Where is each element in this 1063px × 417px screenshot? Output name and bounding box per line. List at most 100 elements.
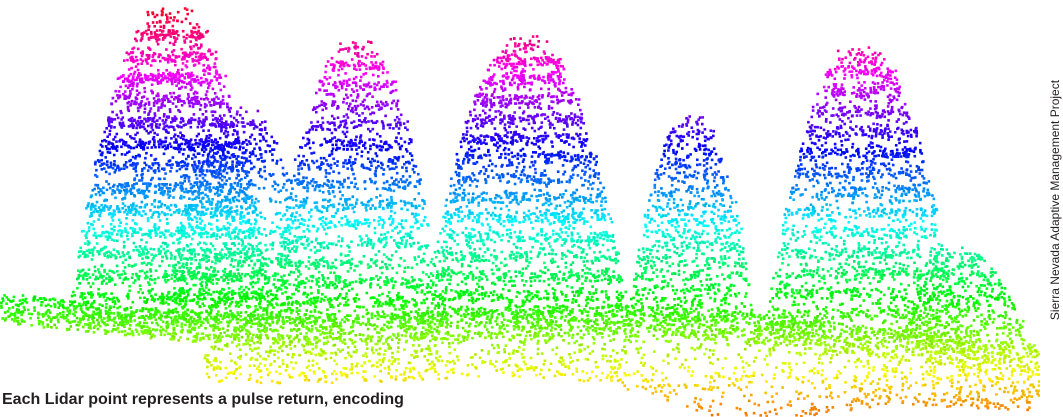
lidar-point: [329, 317, 332, 320]
lidar-point: [578, 343, 581, 347]
lidar-point: [854, 385, 857, 389]
lidar-point: [1022, 355, 1025, 358]
lidar-point: [803, 333, 806, 337]
lidar-point: [972, 345, 975, 349]
lidar-point: [642, 319, 645, 323]
lidar-point: [86, 318, 90, 322]
lidar-point: [904, 359, 908, 362]
lidar-point: [135, 30, 138, 34]
lidar-point: [216, 365, 219, 368]
lidar-point: [145, 60, 148, 63]
lidar-point: [695, 409, 699, 412]
lidar-point: [782, 329, 786, 333]
lidar-point: [795, 390, 798, 393]
lidar-point: [394, 358, 397, 361]
lidar-point: [213, 323, 217, 327]
lidar-point: [639, 317, 643, 320]
lidar-point: [271, 349, 274, 352]
lidar-point: [171, 24, 175, 28]
lidar-point: [348, 368, 352, 371]
lidar-point: [152, 143, 156, 147]
lidar-point: [187, 120, 190, 123]
lidar-point: [917, 344, 920, 347]
lidar-point: [205, 117, 208, 121]
lidar-point: [244, 353, 248, 356]
lidar-point: [471, 356, 474, 359]
lidar-point: [376, 342, 379, 346]
lidar-point: [343, 342, 347, 345]
lidar-point: [863, 342, 867, 346]
lidar-point: [580, 318, 584, 321]
lidar-point: [123, 59, 126, 62]
lidar-point: [395, 315, 398, 318]
lidar-point: [933, 365, 936, 369]
lidar-point: [66, 306, 70, 310]
lidar-point: [194, 208, 197, 211]
lidar-point: [546, 304, 550, 308]
lidar-point: [339, 324, 343, 328]
lidar-point: [537, 319, 540, 322]
lidar-point: [744, 347, 747, 351]
lidar-point: [753, 321, 756, 325]
lidar-point: [383, 315, 387, 319]
lidar-point: [999, 377, 1002, 380]
lidar-point: [768, 338, 772, 342]
lidar-point: [694, 319, 698, 323]
lidar-point: [88, 315, 91, 318]
lidar-point: [640, 356, 644, 360]
lidar-point: [289, 347, 293, 350]
lidar-point: [175, 229, 178, 233]
lidar-point: [197, 25, 201, 29]
lidar-point: [258, 322, 262, 325]
lidar-point: [407, 325, 411, 328]
lidar-point: [516, 312, 520, 315]
lidar-point: [211, 198, 214, 201]
lidar-point: [117, 317, 121, 320]
lidar-point: [522, 360, 526, 364]
lidar-point: [441, 341, 444, 345]
lidar-point: [342, 332, 345, 335]
lidar-point: [265, 311, 269, 315]
lidar-point: [595, 319, 599, 322]
lidar-point: [616, 310, 619, 313]
lidar-point: [774, 340, 777, 344]
lidar-point: [1026, 370, 1029, 374]
lidar-point: [37, 316, 40, 320]
lidar-point: [607, 334, 611, 338]
lidar-point: [86, 330, 90, 333]
lidar-point: [939, 359, 942, 362]
lidar-point: [254, 292, 257, 295]
lidar-point: [273, 349, 277, 353]
lidar-point: [157, 247, 161, 251]
lidar-point: [350, 371, 353, 375]
lidar-point: [582, 325, 586, 328]
lidar-point: [173, 187, 176, 191]
lidar-point: [253, 205, 257, 209]
lidar-point: [264, 330, 267, 334]
lidar-point: [184, 299, 188, 303]
lidar-point: [604, 324, 608, 328]
lidar-point: [704, 333, 707, 336]
lidar-point: [970, 403, 973, 407]
lidar-point: [254, 347, 257, 350]
lidar-point: [551, 337, 554, 340]
lidar-point: [200, 52, 204, 56]
lidar-point: [206, 321, 210, 324]
lidar-point: [928, 358, 931, 362]
lidar-point: [958, 336, 961, 339]
lidar-point: [70, 303, 74, 306]
lidar-point: [165, 325, 168, 328]
lidar-point: [459, 308, 463, 311]
lidar-point: [12, 299, 15, 302]
lidar-point: [101, 163, 104, 166]
lidar-point: [571, 308, 574, 311]
lidar-point: [854, 379, 857, 383]
lidar-point: [207, 354, 210, 357]
lidar-point: [959, 360, 963, 363]
lidar-point: [562, 308, 565, 312]
lidar-point: [134, 157, 137, 160]
lidar-point: [852, 398, 856, 401]
lidar-point: [641, 385, 645, 389]
lidar-point: [977, 406, 980, 410]
lidar-point: [821, 329, 825, 333]
